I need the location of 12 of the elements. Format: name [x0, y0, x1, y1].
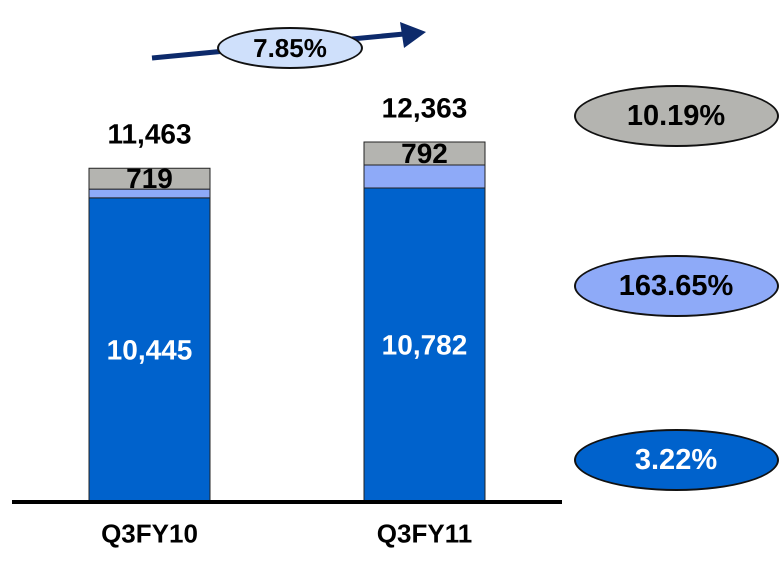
total-label: 12,363 — [382, 92, 468, 124]
total-label: 11,463 — [107, 118, 192, 150]
text: 3.22% — [574, 429, 778, 491]
text: 7.85% — [217, 27, 363, 69]
data-label: 10,782 — [382, 330, 468, 361]
x-tick-label: Q3FY11 — [376, 518, 472, 548]
data-label: 719 — [126, 163, 173, 194]
text: 163.65% — [574, 255, 778, 317]
data-label: 10,445 — [106, 334, 192, 366]
text: 10.19% — [574, 85, 778, 147]
data-label: 792 — [401, 138, 448, 170]
x-tick-label: Q3FY10 — [101, 518, 198, 548]
